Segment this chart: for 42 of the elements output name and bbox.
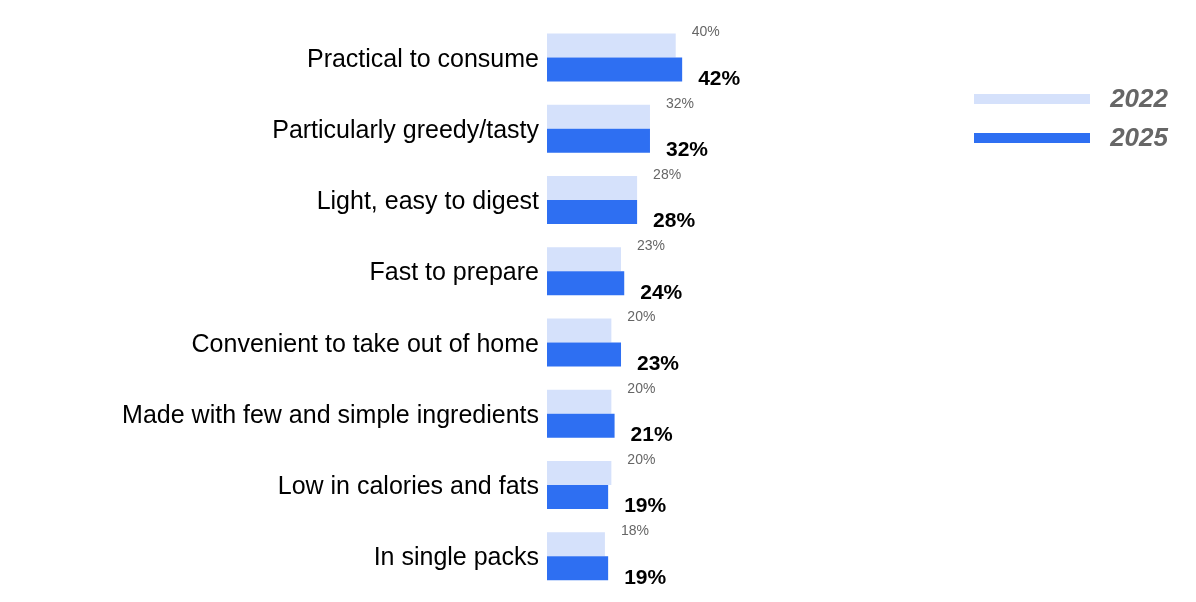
legend-label: 2022 xyxy=(1110,83,1168,114)
bar xyxy=(547,57,683,82)
bar xyxy=(547,271,625,296)
bar xyxy=(547,199,638,224)
bar xyxy=(547,104,650,129)
bar xyxy=(547,484,609,509)
bar xyxy=(547,532,605,557)
bar xyxy=(547,342,622,367)
y-tick-label: In single packs xyxy=(373,542,539,571)
y-tick-label: Particularly greedy/tasty xyxy=(272,114,540,143)
data-label: 32% xyxy=(665,137,709,161)
data-label: 18% xyxy=(620,522,649,539)
data-label: 32% xyxy=(665,94,695,111)
bar xyxy=(547,413,615,438)
data-label: 20% xyxy=(627,379,656,396)
bar xyxy=(547,318,612,343)
y-tick-label: Light, easy to digest xyxy=(316,186,540,214)
data-label: 20% xyxy=(627,308,656,325)
data-label: 21% xyxy=(630,422,673,446)
y-tick-label: Convenient to take out of home xyxy=(191,328,539,357)
data-label: 24% xyxy=(640,279,683,303)
data-label: 28% xyxy=(653,165,682,182)
y-tick-label: Made with few and simple ingredients xyxy=(122,399,539,428)
bar xyxy=(547,247,622,272)
y-tick-label: Fast to prepare xyxy=(369,257,539,286)
data-label: 19% xyxy=(624,493,667,517)
bar xyxy=(547,556,609,581)
data-label: 23% xyxy=(637,237,666,254)
data-label: 19% xyxy=(624,564,667,588)
y-tick-label: Low in calories and fats xyxy=(277,471,539,499)
data-label: 20% xyxy=(627,450,656,467)
legend-label: 2025 xyxy=(1110,122,1168,153)
bar xyxy=(547,175,638,200)
data-label: 42% xyxy=(698,65,741,89)
bar xyxy=(547,460,612,485)
data-label: 23% xyxy=(637,350,680,374)
bar xyxy=(547,128,650,153)
bar xyxy=(547,33,676,58)
y-tick-label: Practical to consume xyxy=(306,43,539,72)
bar xyxy=(547,389,612,414)
data-label: 28% xyxy=(653,208,696,232)
data-label: 40% xyxy=(691,23,720,40)
